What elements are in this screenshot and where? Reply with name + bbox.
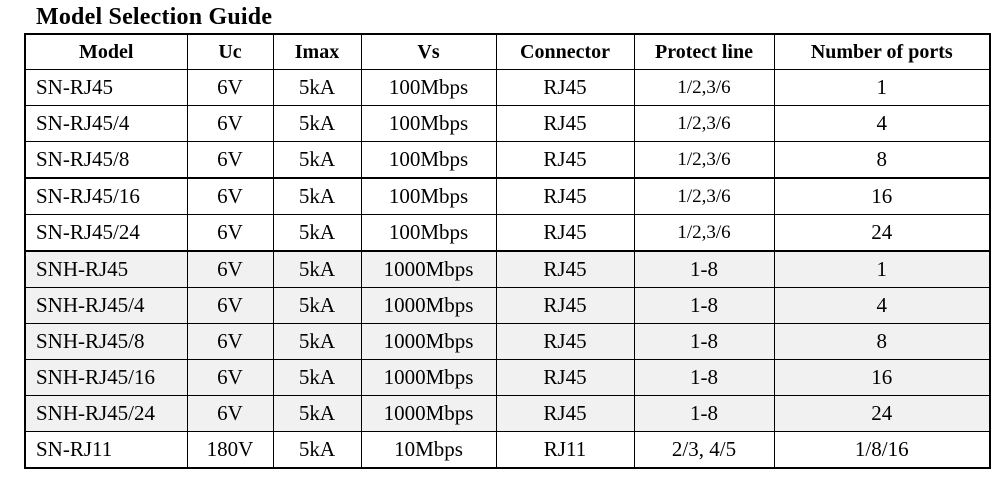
- page-title: Model Selection Guide: [36, 4, 273, 30]
- table-cell-vs: 1000Mbps: [360, 359, 497, 396]
- table-cell-ports: 8: [773, 141, 991, 179]
- table-row: SN-RJ11 180V 5kA 10Mbps RJ11 2/3, 4/5 1/8/16: [24, 431, 991, 469]
- table-cell-protect: 1-8: [633, 250, 775, 288]
- table-cell-vs: 100Mbps: [360, 105, 497, 142]
- table-cell-vs: 1000Mbps: [360, 395, 497, 432]
- table-cell-connector: RJ45: [495, 250, 635, 288]
- table-cell-vs: 1000Mbps: [360, 250, 497, 288]
- table-cell-model: SNH-RJ45/8: [24, 323, 188, 360]
- table-cell-uc: 6V: [186, 69, 274, 106]
- table-cell-model: SN-RJ45/8: [24, 141, 188, 179]
- table-cell-uc: 6V: [186, 359, 274, 396]
- table-body: SN-RJ45 6V 5kA 100Mbps RJ45 1/2,3/6 1 SN-RJ45/4…: [24, 69, 991, 469]
- table-cell-vs: 100Mbps: [360, 141, 497, 179]
- table-row: SNH-RJ45/4 6V 5kA 1000Mbps RJ45 1-8 4: [24, 287, 991, 324]
- column-header: Vs: [360, 33, 497, 70]
- table-cell-imax: 5kA: [272, 323, 362, 360]
- table-cell-imax: 5kA: [272, 105, 362, 142]
- table-cell-vs: 100Mbps: [360, 214, 497, 252]
- table-cell-imax: 5kA: [272, 359, 362, 396]
- table-cell-ports: 4: [773, 105, 991, 142]
- column-header: Model: [24, 33, 188, 70]
- column-header: Number of ports: [773, 33, 991, 70]
- table-cell-uc: 6V: [186, 141, 274, 179]
- table-cell-imax: 5kA: [272, 141, 362, 179]
- table-row: SN-RJ45/4 6V 5kA 100Mbps RJ45 1/2,3/6 4: [24, 105, 991, 142]
- model-selection-table: Model Uc Imax Vs Connector Protect line …: [24, 33, 991, 469]
- table-cell-model: SN-RJ45: [24, 69, 188, 106]
- table-cell-model: SNH-RJ45/16: [24, 359, 188, 396]
- table-cell-vs: 100Mbps: [360, 177, 497, 215]
- table-cell-ports: 24: [773, 214, 991, 252]
- table-cell-imax: 5kA: [272, 431, 362, 469]
- table-cell-vs: 1000Mbps: [360, 323, 497, 360]
- table-cell-vs: 100Mbps: [360, 69, 497, 106]
- table-cell-uc: 6V: [186, 105, 274, 142]
- table-cell-imax: 5kA: [272, 214, 362, 252]
- table-cell-protect: 1-8: [633, 359, 775, 396]
- table-cell-protect: 1/2,3/6: [633, 214, 775, 252]
- table-header-row: Model Uc Imax Vs Connector Protect line …: [24, 33, 991, 70]
- table-cell-model: SN-RJ45/16: [24, 177, 188, 215]
- table-row: SNH-RJ45 6V 5kA 1000Mbps RJ45 1-8 1: [24, 250, 991, 288]
- table-cell-model: SNH-RJ45/4: [24, 287, 188, 324]
- table-cell-connector: RJ11: [495, 431, 635, 469]
- table-cell-connector: RJ45: [495, 323, 635, 360]
- table-row: SN-RJ45 6V 5kA 100Mbps RJ45 1/2,3/6 1: [24, 69, 991, 106]
- table-cell-vs: 10Mbps: [360, 431, 497, 469]
- table-cell-ports: 16: [773, 177, 991, 215]
- table-cell-protect: 1-8: [633, 323, 775, 360]
- table-row: SNH-RJ45/24 6V 5kA 1000Mbps RJ45 1-8 24: [24, 395, 991, 432]
- table-row: SN-RJ45/16 6V 5kA 100Mbps RJ45 1/2,3/6 16: [24, 177, 991, 215]
- table-row: SN-RJ45/24 6V 5kA 100Mbps RJ45 1/2,3/6 24: [24, 214, 991, 252]
- column-header: Imax: [272, 33, 362, 70]
- table-cell-connector: RJ45: [495, 177, 635, 215]
- table-cell-protect: 1-8: [633, 287, 775, 324]
- table-cell-uc: 6V: [186, 177, 274, 215]
- table-cell-protect: 1/2,3/6: [633, 69, 775, 106]
- table-cell-vs: 1000Mbps: [360, 287, 497, 324]
- table-cell-imax: 5kA: [272, 69, 362, 106]
- table-cell-uc: 180V: [186, 431, 274, 469]
- table-cell-connector: RJ45: [495, 105, 635, 142]
- table-cell-uc: 6V: [186, 287, 274, 324]
- table-cell-ports: 1/8/16: [773, 431, 991, 469]
- table-cell-ports: 8: [773, 323, 991, 360]
- table-cell-connector: RJ45: [495, 141, 635, 179]
- column-header: Protect line: [633, 33, 775, 70]
- table-cell-connector: RJ45: [495, 395, 635, 432]
- table-cell-model: SNH-RJ45/24: [24, 395, 188, 432]
- table-cell-model: SN-RJ45/4: [24, 105, 188, 142]
- table-cell-connector: RJ45: [495, 287, 635, 324]
- table-cell-protect: 1-8: [633, 395, 775, 432]
- table-cell-imax: 5kA: [272, 287, 362, 324]
- table-cell-protect: 1/2,3/6: [633, 141, 775, 179]
- table-cell-imax: 5kA: [272, 250, 362, 288]
- table-cell-ports: 1: [773, 250, 991, 288]
- table-row: SNH-RJ45/8 6V 5kA 1000Mbps RJ45 1-8 8: [24, 323, 991, 360]
- table-cell-uc: 6V: [186, 323, 274, 360]
- table-cell-uc: 6V: [186, 214, 274, 252]
- table-cell-ports: 24: [773, 395, 991, 432]
- table-cell-ports: 1: [773, 69, 991, 106]
- table-cell-imax: 5kA: [272, 177, 362, 215]
- table-cell-connector: RJ45: [495, 359, 635, 396]
- column-header: Uc: [186, 33, 274, 70]
- table-cell-connector: RJ45: [495, 69, 635, 106]
- table-cell-protect: 2/3, 4/5: [633, 431, 775, 469]
- table-cell-protect: 1/2,3/6: [633, 105, 775, 142]
- table-cell-imax: 5kA: [272, 395, 362, 432]
- table-cell-protect: 1/2,3/6: [633, 177, 775, 215]
- table-cell-uc: 6V: [186, 395, 274, 432]
- table-cell-ports: 4: [773, 287, 991, 324]
- table-cell-uc: 6V: [186, 250, 274, 288]
- table-cell-ports: 16: [773, 359, 991, 396]
- table-cell-connector: RJ45: [495, 214, 635, 252]
- table-cell-model: SN-RJ11: [24, 431, 188, 469]
- table-row: SN-RJ45/8 6V 5kA 100Mbps RJ45 1/2,3/6 8: [24, 141, 991, 179]
- table-cell-model: SNH-RJ45: [24, 250, 188, 288]
- table-row: SNH-RJ45/16 6V 5kA 1000Mbps RJ45 1-8 16: [24, 359, 991, 396]
- column-header: Connector: [495, 33, 635, 70]
- table-cell-model: SN-RJ45/24: [24, 214, 188, 252]
